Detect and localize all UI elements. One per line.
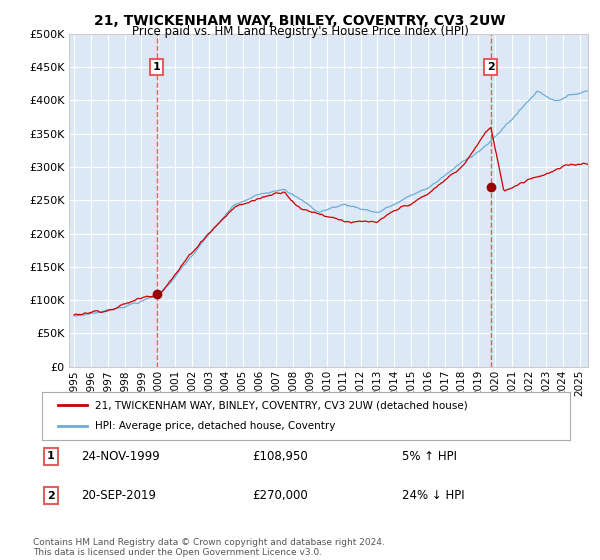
Text: 21, TWICKENHAM WAY, BINLEY, COVENTRY, CV3 2UW: 21, TWICKENHAM WAY, BINLEY, COVENTRY, CV…	[94, 14, 506, 28]
Text: 21, TWICKENHAM WAY, BINLEY, COVENTRY, CV3 2UW (detached house): 21, TWICKENHAM WAY, BINLEY, COVENTRY, CV…	[95, 400, 467, 410]
Text: 1: 1	[47, 451, 55, 461]
Text: 2: 2	[487, 62, 494, 72]
Text: Price paid vs. HM Land Registry's House Price Index (HPI): Price paid vs. HM Land Registry's House …	[131, 25, 469, 38]
Text: 5% ↑ HPI: 5% ↑ HPI	[402, 450, 457, 463]
Text: 1: 1	[153, 62, 160, 72]
Text: £270,000: £270,000	[252, 489, 308, 502]
Text: Contains HM Land Registry data © Crown copyright and database right 2024.
This d: Contains HM Land Registry data © Crown c…	[33, 538, 385, 557]
Text: 24% ↓ HPI: 24% ↓ HPI	[402, 489, 464, 502]
Text: £108,950: £108,950	[252, 450, 308, 463]
Text: 24-NOV-1999: 24-NOV-1999	[81, 450, 160, 463]
Text: 2: 2	[47, 491, 55, 501]
Text: 20-SEP-2019: 20-SEP-2019	[81, 489, 156, 502]
Text: HPI: Average price, detached house, Coventry: HPI: Average price, detached house, Cove…	[95, 421, 335, 431]
